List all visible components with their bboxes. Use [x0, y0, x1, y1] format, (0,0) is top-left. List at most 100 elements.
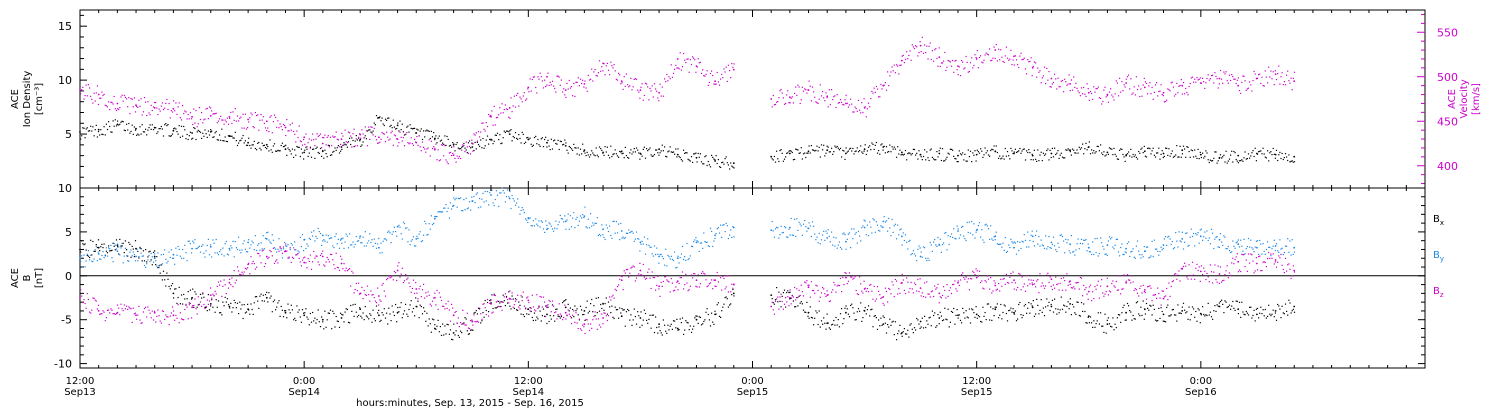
field-by-sample [844, 234, 846, 236]
field-bx-sample [731, 294, 733, 296]
density-point [172, 129, 175, 132]
field-bx-sample [486, 301, 489, 304]
field-bx-sample [210, 305, 212, 307]
velocity-sample [304, 143, 306, 145]
field-by-point [1013, 246, 1015, 249]
density-sample [656, 149, 658, 151]
density-sample [1170, 153, 1172, 155]
field-bx-sample [725, 296, 727, 298]
density-sample [241, 137, 243, 139]
field-bx-sample [688, 329, 690, 331]
velocity-sample [495, 117, 497, 119]
velocity-sample [203, 119, 205, 121]
density-sample [1150, 153, 1152, 155]
velocity-sample [1186, 91, 1188, 94]
field-bx-sample [160, 264, 162, 266]
field-bx-sample [777, 301, 779, 303]
field-bz-sample [112, 313, 114, 315]
field-bx-sample [815, 310, 817, 312]
field-by-sample [352, 241, 354, 243]
field-bx-sample [1015, 320, 1018, 322]
field-bx-point [546, 313, 548, 316]
velocity-sample [516, 94, 518, 96]
velocity-sample [832, 98, 834, 101]
velocity-sample [888, 85, 890, 87]
velocity-sample [1288, 80, 1290, 82]
field-by-sample [138, 256, 140, 258]
field-by-sample [1078, 248, 1080, 250]
density-sample [963, 159, 965, 161]
field-by-sample [99, 258, 101, 260]
field-bx-sample [646, 319, 648, 321]
density-sample [844, 158, 846, 160]
field-bx-sample [576, 308, 578, 310]
velocity-sample [790, 97, 792, 99]
field-by-sample [827, 229, 829, 231]
field-bx-sample [615, 309, 617, 311]
velocity-sample [647, 86, 649, 88]
velocity-sample [572, 95, 574, 97]
density-sample [704, 156, 706, 158]
velocity-sample [957, 74, 959, 76]
density-sample [1077, 152, 1079, 154]
field-by-sample [239, 249, 241, 251]
velocity-sample [1231, 74, 1233, 76]
field-by-sample [1210, 228, 1213, 230]
field-bz-sample [542, 296, 545, 298]
field-by-sample [473, 195, 475, 198]
velocity-sample [443, 155, 445, 157]
density-sample [1065, 149, 1067, 151]
field-bz-sample [410, 291, 412, 293]
velocity-sample [899, 64, 901, 66]
field-bx-sample [220, 312, 222, 314]
field-bz-sample [520, 295, 522, 297]
field-by-point [1181, 238, 1184, 240]
field-bz-sample [346, 270, 348, 272]
field-by-sample [950, 233, 953, 235]
field-bx-sample [1189, 319, 1191, 321]
field-bx-sample [1181, 306, 1183, 308]
field-bx-sample [358, 314, 360, 316]
density-sample [145, 128, 147, 130]
field-bx-sample [264, 294, 267, 296]
field-bx-sample [199, 293, 202, 295]
velocity-sample [1142, 84, 1144, 86]
field-bx-sample [191, 298, 193, 300]
field-bz-sample [481, 318, 483, 320]
density-sample [352, 139, 354, 142]
field-bx-sample [468, 333, 471, 335]
density-sample [416, 128, 418, 130]
velocity-sample [374, 135, 376, 138]
density-sample [647, 150, 649, 152]
field-by-sample [505, 196, 508, 198]
field-bz-sample [437, 308, 439, 310]
field-bz-sample [540, 296, 542, 298]
velocity-sample [1010, 49, 1012, 51]
field-bx-sample [993, 315, 995, 317]
velocity-sample [879, 96, 881, 98]
field-bx-sample [392, 311, 394, 313]
density-sample [1132, 153, 1134, 156]
velocity-sample [1136, 88, 1139, 91]
field-bx-sample [774, 299, 777, 301]
field-by-sample [1012, 242, 1014, 244]
density-point [1181, 149, 1184, 152]
density-sample [343, 142, 345, 144]
velocity-sample [638, 91, 640, 93]
field-by-sample [1064, 252, 1066, 254]
velocity-sample [973, 64, 975, 67]
velocity-sample [781, 92, 783, 94]
field-by-sample [615, 220, 617, 223]
velocity-sample [1073, 76, 1075, 78]
field-by-sample [303, 250, 305, 252]
field-bx-sample [1200, 314, 1202, 316]
field-by-sample [1056, 250, 1058, 253]
field-by-sample [266, 232, 268, 234]
velocity-sample [873, 87, 875, 89]
velocity-sample [683, 52, 685, 55]
field-bx-sample [127, 255, 129, 257]
field-by-sample [373, 238, 375, 240]
field-by-sample [871, 232, 873, 234]
density-sample [1169, 155, 1171, 157]
